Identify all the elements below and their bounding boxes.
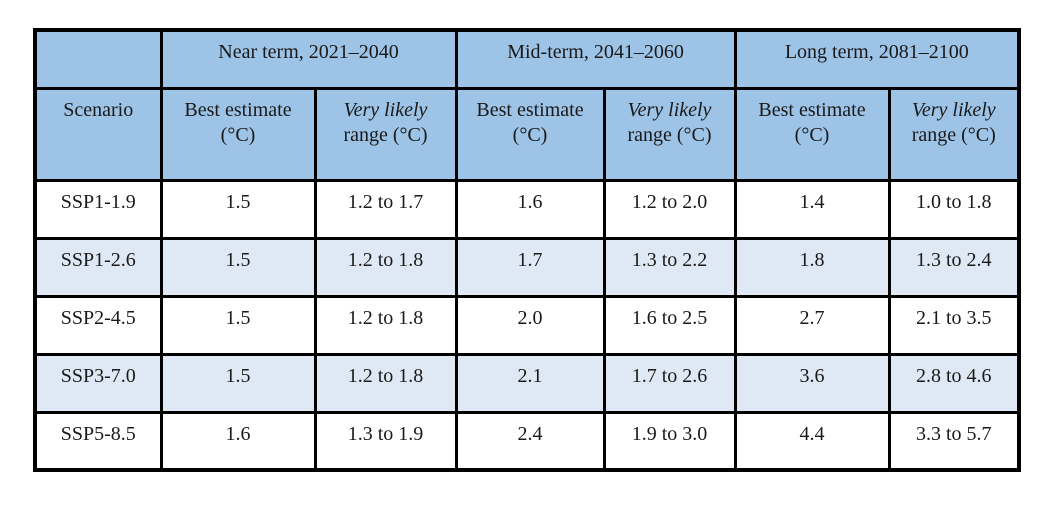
value-cell: 2.1 <box>454 352 606 414</box>
value-cell: 1.6 to 2.5 <box>602 294 737 356</box>
scenario-cell: SSP1-1.9 <box>33 178 163 240</box>
col-group-long-term: Long term, 2081–2100 <box>733 28 1021 90</box>
very-likely-label: Very likely <box>911 98 996 121</box>
value-cell: 1.0 to 1.8 <box>887 178 1021 240</box>
value-cell: 1.6 <box>454 178 606 240</box>
value-cell: 1.2 to 1.8 <box>313 352 458 414</box>
very-likely-range-header-near-term: Very likely range (°C) <box>313 86 458 182</box>
value-cell: 2.1 to 3.5 <box>887 294 1021 356</box>
best-estimate-label: Best estimate <box>184 98 292 121</box>
sub-header-row: Scenario Best estimate (°C) Very likely … <box>33 86 1021 182</box>
scenario-cell: SSP1-2.6 <box>33 236 163 298</box>
value-cell: 1.9 to 3.0 <box>602 410 737 472</box>
row-ssp1-1-9: SSP1-1.9 1.5 1.2 to 1.7 1.6 1.2 to 2.0 1… <box>33 178 1021 240</box>
degrees-c-label: (°C) <box>512 123 548 146</box>
range-degrees-c-label: range (°C) <box>343 123 428 146</box>
value-cell: 1.7 <box>454 236 606 298</box>
best-estimate-label: Best estimate <box>758 98 866 121</box>
scenario-cell: SSP5-8.5 <box>33 410 163 472</box>
degrees-c-label: (°C) <box>220 123 256 146</box>
row-ssp1-2-6: SSP1-2.6 1.5 1.2 to 1.8 1.7 1.3 to 2.2 1… <box>33 236 1021 298</box>
range-degrees-c-label: range (°C) <box>911 123 996 146</box>
value-cell: 3.6 <box>733 352 891 414</box>
value-cell: 2.4 <box>454 410 606 472</box>
value-cell: 2.7 <box>733 294 891 356</box>
value-cell: 1.2 to 2.0 <box>602 178 737 240</box>
value-cell: 1.2 to 1.8 <box>313 294 458 356</box>
value-cell: 2.0 <box>454 294 606 356</box>
value-cell: 1.4 <box>733 178 891 240</box>
value-cell: 1.5 <box>159 352 317 414</box>
value-cell: 1.3 to 2.4 <box>887 236 1021 298</box>
value-cell: 1.3 to 2.2 <box>602 236 737 298</box>
scenario-column-header: Scenario <box>33 86 163 182</box>
range-degrees-c-label: range (°C) <box>627 123 712 146</box>
best-estimate-label: Best estimate <box>476 98 584 121</box>
row-ssp5-8-5: SSP5-8.5 1.6 1.3 to 1.9 2.4 1.9 to 3.0 4… <box>33 410 1021 472</box>
value-cell: 1.8 <box>733 236 891 298</box>
value-cell: 1.2 to 1.7 <box>313 178 458 240</box>
group-header-row: Near term, 2021–2040 Mid-term, 2041–2060… <box>33 28 1021 90</box>
value-cell: 1.3 to 1.9 <box>313 410 458 472</box>
scenario-cell: SSP3-7.0 <box>33 352 163 414</box>
corner-header-cell <box>33 28 163 90</box>
col-group-near-term: Near term, 2021–2040 <box>159 28 458 90</box>
value-cell: 1.5 <box>159 236 317 298</box>
best-estimate-header-near-term: Best estimate (°C) <box>159 86 317 182</box>
very-likely-label: Very likely <box>627 98 712 121</box>
value-cell: 1.6 <box>159 410 317 472</box>
page: Near term, 2021–2040 Mid-term, 2041–2060… <box>33 28 1022 472</box>
value-cell: 2.8 to 4.6 <box>887 352 1021 414</box>
value-cell: 4.4 <box>733 410 891 472</box>
value-cell: 3.3 to 5.7 <box>887 410 1021 472</box>
value-cell: 1.2 to 1.8 <box>313 236 458 298</box>
degrees-c-label: (°C) <box>794 123 830 146</box>
best-estimate-header-mid-term: Best estimate (°C) <box>454 86 606 182</box>
very-likely-label: Very likely <box>343 98 428 121</box>
col-group-mid-term: Mid-term, 2041–2060 <box>454 28 737 90</box>
scenario-cell: SSP2-4.5 <box>33 294 163 356</box>
value-cell: 1.5 <box>159 178 317 240</box>
very-likely-range-header-long-term: Very likely range (°C) <box>887 86 1021 182</box>
best-estimate-header-long-term: Best estimate (°C) <box>733 86 891 182</box>
value-cell: 1.5 <box>159 294 317 356</box>
row-ssp2-4-5: SSP2-4.5 1.5 1.2 to 1.8 2.0 1.6 to 2.5 2… <box>33 294 1021 356</box>
temperature-projections-table: Near term, 2021–2040 Mid-term, 2041–2060… <box>33 28 1022 472</box>
value-cell: 1.7 to 2.6 <box>602 352 737 414</box>
row-ssp3-7-0: SSP3-7.0 1.5 1.2 to 1.8 2.1 1.7 to 2.6 3… <box>33 352 1021 414</box>
very-likely-range-header-mid-term: Very likely range (°C) <box>602 86 737 182</box>
